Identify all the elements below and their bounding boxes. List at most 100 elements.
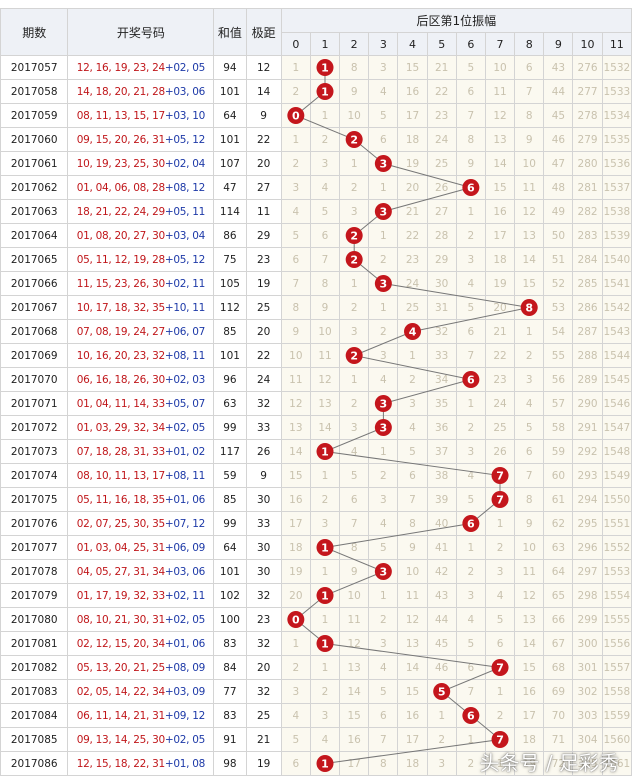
span-cell: 30 <box>245 487 282 512</box>
header-numbers: 开奖号码 <box>67 8 215 56</box>
omission-cell: 67 <box>543 631 574 656</box>
table-row: 2017072 01, 03, 29, 32, 34+02, 05 99 33 13 14… <box>0 415 633 440</box>
omission-cell: 2 <box>368 247 399 272</box>
omission-cell: 19 <box>280 559 311 584</box>
period-cell: 2017059 <box>0 103 69 128</box>
omission-cell: 303 <box>572 703 603 728</box>
table-row: 2017065 05, 11, 12, 19, 28+05, 12 75 23 6 7 2 2… <box>0 247 633 272</box>
omission-cell: 1 <box>309 655 341 680</box>
omission-cell: 9 <box>280 319 311 344</box>
omission-cell: 2 <box>426 727 457 752</box>
draw-numbers-cell: 14, 18, 20, 21, 28+03, 06 <box>67 79 215 104</box>
omission-cell: 25 <box>484 415 516 440</box>
omission-cell: 11 <box>514 559 545 584</box>
sum-cell: 64 <box>213 535 247 560</box>
omission-cell: 1 <box>309 607 341 632</box>
front-numbers: 08, 10, 11, 13, 17 <box>76 469 165 482</box>
omission-cell <box>484 463 516 488</box>
omission-cell: 7 <box>514 79 545 104</box>
omission-cell: 18 <box>280 535 311 560</box>
omission-cell: 4 <box>368 79 399 104</box>
omission-cell: 298 <box>572 583 603 608</box>
table-row: 2017079 01, 17, 19, 32, 33+02, 11 102 32 20 1… <box>0 583 633 608</box>
omission-cell: 287 <box>572 319 603 344</box>
omission-cell: 4 <box>280 199 311 224</box>
omission-cell: 1558 <box>601 679 633 704</box>
omission-cell: 1 <box>514 319 545 344</box>
omission-cell: 1533 <box>601 79 633 104</box>
draw-numbers-cell: 10, 16, 20, 23, 32+08, 11 <box>67 343 215 368</box>
omission-cell: 12 <box>514 199 545 224</box>
omission-cell: 16 <box>484 199 516 224</box>
omission-cell: 29 <box>426 247 457 272</box>
omission-cell: 1 <box>455 199 486 224</box>
period-cell: 2017085 <box>0 727 69 752</box>
omission-cell: 6 <box>309 223 341 248</box>
front-numbers: 10, 19, 23, 25, 30 <box>76 157 165 170</box>
omission-cell: 51 <box>543 247 574 272</box>
back-numbers: +08, 11 <box>164 469 205 482</box>
sum-cell: 114 <box>213 199 247 224</box>
draw-numbers-cell: 11, 15, 23, 26, 30+02, 11 <box>67 271 215 296</box>
omission-cell: 55 <box>543 343 574 368</box>
period-cell: 2017079 <box>0 583 69 608</box>
omission-cell: 17 <box>339 751 370 776</box>
omission-cell: 1536 <box>601 151 633 176</box>
omission-cell: 1 <box>339 271 370 296</box>
back-numbers: +08, 11 <box>164 349 205 362</box>
front-numbers: 10, 16, 20, 23, 32 <box>76 349 165 362</box>
sum-cell: 64 <box>213 103 247 128</box>
draw-numbers-cell: 06, 11, 14, 21, 31+09, 12 <box>67 703 215 728</box>
omission-cell: 42 <box>426 559 457 584</box>
omission-cell: 2 <box>368 607 399 632</box>
omission-cell <box>484 655 516 680</box>
omission-cell: 18 <box>484 247 516 272</box>
omission-cell: 6 <box>514 439 545 464</box>
omission-cell: 2 <box>455 559 486 584</box>
omission-cell: 5 <box>514 415 545 440</box>
omission-cell: 60 <box>543 463 574 488</box>
table-row: 2017083 02, 05, 14, 22, 34+03, 09 77 32 3 2 14… <box>0 679 633 704</box>
omission-cell <box>309 439 341 464</box>
omission-cell: 15 <box>484 175 516 200</box>
omission-cell: 302 <box>572 679 603 704</box>
omission-cell: 300 <box>572 631 603 656</box>
table-row: 2017067 10, 17, 18, 32, 35+10, 11 112 25 8 9 2… <box>0 295 633 320</box>
omission-cell: 13 <box>514 607 545 632</box>
omission-cell: 11 <box>397 583 428 608</box>
omission-cell: 23 <box>484 367 516 392</box>
period-cell: 2017076 <box>0 511 69 536</box>
omission-cell: 3 <box>368 631 399 656</box>
omission-cell: 3 <box>455 439 486 464</box>
omission-cell: 47 <box>543 151 574 176</box>
omission-cell: 15 <box>514 271 545 296</box>
omission-cell: 5 <box>455 487 486 512</box>
omission-cell: 1546 <box>601 391 633 416</box>
omission-cell: 14 <box>397 655 428 680</box>
omission-cell: 43 <box>426 583 457 608</box>
omission-cell: 3 <box>339 199 370 224</box>
back-numbers: +08, 12 <box>164 181 205 194</box>
omission-cell: 2 <box>514 343 545 368</box>
sum-cell: 59 <box>213 463 247 488</box>
omission-cell: 7 <box>455 343 486 368</box>
omission-cell: 65 <box>543 583 574 608</box>
omission-cell: 7 <box>339 511 370 536</box>
omission-cell: 17 <box>280 511 311 536</box>
front-numbers: 08, 10, 21, 30, 31 <box>76 613 165 626</box>
table-row: 2017081 02, 12, 15, 20, 34+01, 06 83 32 1 12 3… <box>0 631 633 656</box>
omission-cell: 2 <box>397 367 428 392</box>
back-numbers: +03, 10 <box>164 109 205 122</box>
omission-cell: 1552 <box>601 535 633 560</box>
omission-cell: 28 <box>426 223 457 248</box>
omission-cell: 16 <box>397 703 428 728</box>
omission-cell: 10 <box>514 535 545 560</box>
span-cell: 19 <box>245 271 282 296</box>
omission-cell: 21 <box>426 55 457 80</box>
period-cell: 2017084 <box>0 703 69 728</box>
omission-cell: 1554 <box>601 583 633 608</box>
span-cell: 25 <box>245 295 282 320</box>
omission-cell: 4 <box>455 271 486 296</box>
omission-cell: 9 <box>309 295 341 320</box>
omission-cell: 8 <box>514 103 545 128</box>
